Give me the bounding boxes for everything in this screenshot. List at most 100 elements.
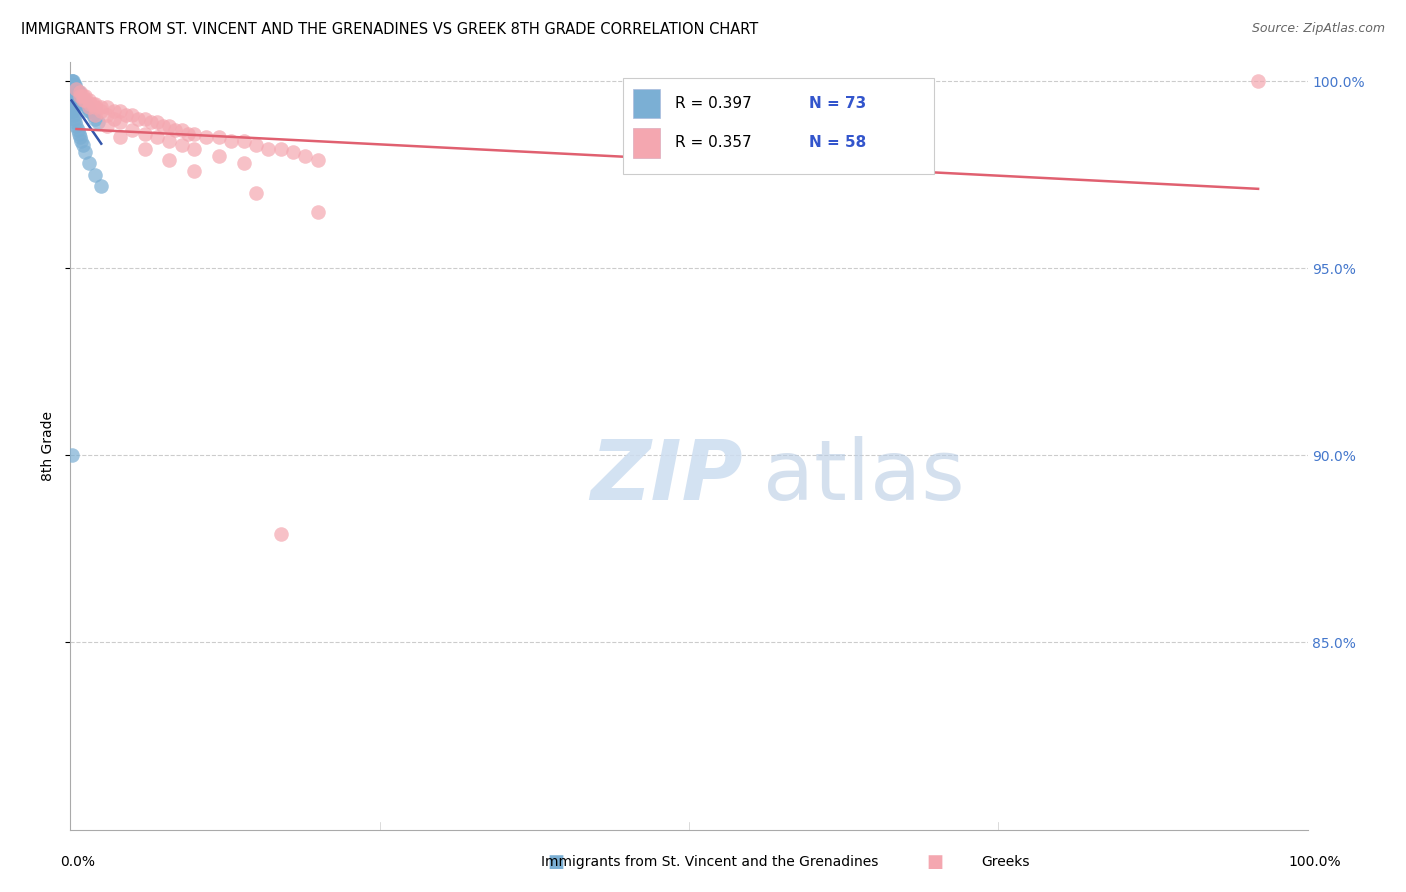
Point <box>66 89 89 103</box>
Point <box>60 81 83 95</box>
Point <box>146 115 169 129</box>
Point <box>60 448 83 462</box>
Point <box>75 93 97 107</box>
Point <box>73 96 96 111</box>
Point <box>170 137 193 152</box>
Point <box>62 78 84 92</box>
Point <box>65 89 87 103</box>
Point <box>62 89 84 103</box>
Point <box>90 104 112 119</box>
Point <box>60 78 83 92</box>
FancyBboxPatch shape <box>623 78 934 174</box>
Bar <box>633 128 661 158</box>
Point <box>79 104 101 119</box>
Point <box>257 141 280 155</box>
Point <box>63 93 86 107</box>
Text: 100.0%: 100.0% <box>1288 855 1341 869</box>
Point <box>63 86 86 100</box>
Point <box>63 78 86 92</box>
Point <box>84 108 107 122</box>
Point <box>72 93 94 107</box>
Point <box>69 89 91 103</box>
Point <box>82 108 104 122</box>
Point <box>66 86 89 100</box>
Point <box>307 205 329 219</box>
Point <box>60 96 83 111</box>
Point <box>96 119 118 133</box>
Text: ■: ■ <box>547 853 564 871</box>
Point <box>108 115 131 129</box>
Text: atlas: atlas <box>763 436 965 517</box>
Point <box>62 78 84 92</box>
Point <box>75 145 97 160</box>
Point <box>134 127 156 141</box>
Text: R = 0.357: R = 0.357 <box>675 136 752 151</box>
Point <box>103 112 125 126</box>
Point <box>170 123 193 137</box>
Point <box>183 141 205 155</box>
Point <box>77 93 100 107</box>
Point <box>108 104 131 119</box>
Point <box>65 81 87 95</box>
Point <box>65 115 87 129</box>
Point <box>72 93 94 107</box>
Point <box>281 145 304 160</box>
Point <box>62 100 84 114</box>
Point <box>294 149 316 163</box>
Point <box>67 86 90 100</box>
Point <box>1247 74 1270 88</box>
Point <box>69 89 91 103</box>
Text: Immigrants from St. Vincent and the Grenadines: Immigrants from St. Vincent and the Gren… <box>541 855 879 869</box>
Point <box>307 153 329 167</box>
Point <box>270 141 292 155</box>
Point <box>177 127 200 141</box>
Point <box>63 81 86 95</box>
Point <box>219 134 242 148</box>
Point <box>75 100 97 114</box>
Text: 0.0%: 0.0% <box>60 855 94 869</box>
Y-axis label: 8th Grade: 8th Grade <box>41 411 55 481</box>
Point <box>165 123 187 137</box>
Point <box>79 96 101 111</box>
Point <box>86 115 108 129</box>
Text: N = 58: N = 58 <box>808 136 866 151</box>
Point <box>60 81 83 95</box>
Point <box>69 93 91 107</box>
Point <box>183 164 205 178</box>
Point <box>77 156 100 170</box>
Point <box>76 100 98 114</box>
Point <box>63 89 86 103</box>
Bar <box>633 88 661 118</box>
Point <box>72 89 94 103</box>
Point <box>152 119 174 133</box>
Point <box>72 137 94 152</box>
Point <box>183 127 205 141</box>
Point <box>96 100 118 114</box>
Point <box>77 100 100 114</box>
Point <box>139 115 162 129</box>
Text: IMMIGRANTS FROM ST. VINCENT AND THE GRENADINES VS GREEK 8TH GRADE CORRELATION CH: IMMIGRANTS FROM ST. VINCENT AND THE GREN… <box>21 22 758 37</box>
Point <box>66 93 89 107</box>
Point <box>62 93 84 107</box>
Point <box>67 89 90 103</box>
Point <box>60 74 83 88</box>
Point <box>60 104 83 119</box>
Point <box>121 123 143 137</box>
Point <box>65 89 87 103</box>
Point <box>127 112 149 126</box>
Point <box>84 100 107 114</box>
Point <box>157 119 180 133</box>
Point <box>157 134 180 148</box>
Point <box>90 178 112 193</box>
Point <box>65 81 87 95</box>
Point <box>65 86 87 100</box>
Point <box>82 96 104 111</box>
Point <box>77 104 100 119</box>
Point <box>245 186 267 201</box>
Point <box>75 89 97 103</box>
Point <box>65 86 87 100</box>
Point <box>103 104 125 119</box>
Point <box>84 168 107 182</box>
Point <box>62 74 84 88</box>
Point <box>60 93 83 107</box>
